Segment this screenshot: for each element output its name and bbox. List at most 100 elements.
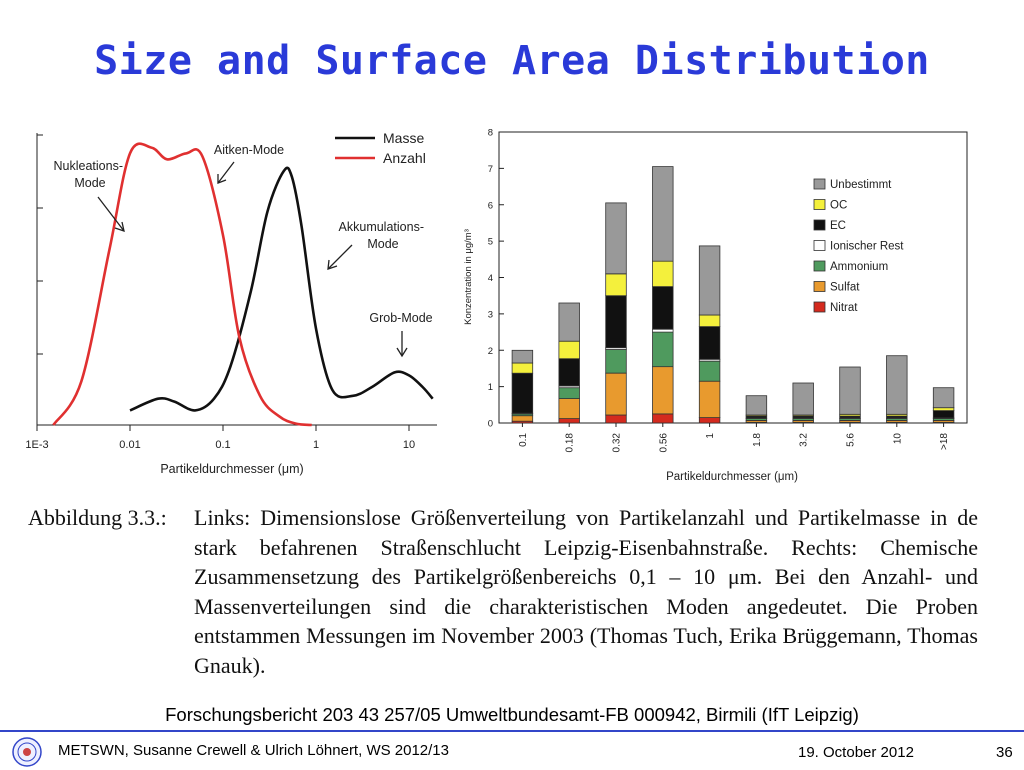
right-y-tick-label: 8	[488, 128, 493, 139]
caption-text: Links: Dimensionslose Größenverteilung v…	[194, 505, 978, 678]
annotation-aitken: Aitken-Mode	[214, 143, 284, 157]
legend-swatch-nitrat	[813, 301, 826, 313]
footer-page-number: 36	[996, 744, 1013, 761]
bar-segment-oc	[932, 407, 955, 412]
series-line-anzahl	[52, 142, 312, 427]
legend-label-anzahl: Anzahl	[383, 150, 426, 166]
bar-segment-ec	[511, 372, 534, 414]
bar-segment-oc	[511, 362, 534, 374]
right-x-tick-label: 0.56	[658, 433, 669, 453]
right-legend: Unbestimmt OC EC Ionischer Rest Ammonium Sulf…	[813, 178, 904, 314]
right-y-tick-label: 2	[488, 346, 493, 357]
legend-swatch-ammonium	[813, 260, 826, 272]
bar-segment-unbestimmt	[932, 387, 955, 409]
annotation-nukleations: Nukleations- Mode	[54, 159, 127, 190]
legend-label-unbestimmt: Unbestimmt	[830, 179, 892, 191]
right-y-tick-label: 4	[488, 273, 493, 284]
footer-authors: METSWN, Susanne Crewell & Ulrich Löhnert…	[58, 742, 449, 759]
right-x-tick-label: 10	[892, 433, 903, 445]
right-x-tick-label: 1.8	[752, 433, 763, 447]
legend-label-sulfat: Sulfat	[830, 282, 860, 294]
bar-segment-unbestimmt	[652, 166, 674, 262]
legend-swatch-unbestimmt	[813, 178, 826, 190]
bar-segment-ec	[558, 358, 580, 387]
legend-label-nitrat: Nitrat	[830, 302, 858, 314]
slide-title: Size and Surface Area Distribution	[94, 38, 930, 84]
annotation-grob: Grob-Mode	[369, 311, 432, 325]
bar-segment-nitrat	[558, 418, 580, 424]
left-x-tick-label: 1E-3	[25, 439, 48, 451]
bar-segment-ammonium	[698, 360, 721, 382]
bar-segment-ammonium	[605, 349, 627, 374]
right-y-ticks: 0 1 2 3 4 5 6 7 8	[488, 128, 504, 430]
bar-segment-ec	[698, 326, 721, 360]
slide-footer: METSWN, Susanne Crewell & Ulrich Löhnert…	[0, 730, 1024, 770]
source-citation: Forschungsbericht 203 43 257/05 Umweltbu…	[165, 704, 859, 725]
bar-segment-oc	[698, 314, 721, 328]
legend-swatch-ionischer-rest	[813, 240, 826, 251]
left-legend: Masse Anzahl	[335, 130, 426, 166]
left-annotations: Nukleations- Mode Aitken-Mode Akkumulati…	[54, 143, 433, 358]
left-chart: 1E-3 0.01 0.1 1 10 Partikeldurchmesser (μm) …	[25, 130, 437, 476]
bar-segment-unbestimmt	[511, 349, 534, 364]
bar-segment-sulfat	[652, 366, 674, 415]
right-x-tick-label: 0.1	[518, 433, 529, 447]
legend-swatch-sulfat	[813, 281, 826, 292]
figure-caption: Abbildung 3.3.: Links: Dimensionslose Gr…	[28, 503, 978, 680]
right-y-tick-label: 6	[488, 200, 493, 211]
bar-segment-nitrat	[605, 414, 627, 424]
annotation-akkumulations: Akkumulations- Mode	[339, 220, 428, 251]
legend-label-masse: Masse	[383, 130, 424, 146]
bar-segment-ec	[932, 410, 955, 419]
bar-segment-unbestimmt	[698, 245, 721, 316]
right-y-tick-label: 7	[488, 164, 493, 175]
bar-segment-unbestimmt	[792, 382, 814, 416]
right-x-tick-label: 0.32	[612, 433, 623, 453]
legend-swatch-oc	[813, 199, 826, 210]
right-y-axis-label: Konzentration in μg/m³	[463, 229, 474, 325]
bar-segment-sulfat	[558, 398, 580, 420]
bar-segment-nitrat	[652, 413, 674, 424]
university-seal-icon	[12, 737, 42, 767]
bar-segment-ec	[605, 295, 627, 349]
right-x-ticks: 0.1 0.18 0.32 0.56 1 1.8 3.2 5.6 10 >18	[518, 423, 950, 452]
left-x-axis-label: Partikeldurchmesser (μm)	[160, 462, 303, 476]
charts-canvas: 1E-3 0.01 0.1 1 10 Partikeldurchmesser (μm) …	[25, 128, 968, 483]
left-x-tick-label: 10	[403, 439, 415, 451]
bar-segment-unbestimmt	[745, 395, 768, 416]
left-y-ticks	[37, 134, 43, 355]
bar-segment-unbestimmt	[886, 355, 908, 415]
right-x-tick-label: 3.2	[799, 433, 810, 447]
legend-label-ionischer-rest: Ionischer Rest	[830, 241, 904, 253]
annotation-arrows	[97, 161, 408, 358]
bar-segment-sulfat	[511, 415, 534, 422]
bar-segment-ammonium	[652, 331, 674, 368]
left-x-tick-label: 1	[313, 439, 319, 451]
right-x-axis-label: Partikeldurchmesser (μm)	[666, 471, 798, 483]
bar-segment-ionischer-rest	[652, 328, 674, 333]
right-chart: 0 1 2 3 4 5 6 7 8 0.1 0.18 0.32 0.56 1 1.8 3.2 5.6 10 >18…	[463, 128, 968, 483]
bar-segment-unbestimmt	[558, 302, 580, 342]
caption-lead: Abbildung 3.3.:	[28, 505, 167, 530]
right-y-tick-label: 1	[488, 382, 493, 393]
bar-segment-sulfat	[698, 380, 721, 419]
left-x-tick-label: 0.01	[119, 439, 140, 451]
bar-segment-oc	[605, 273, 627, 297]
legend-label-ec: EC	[830, 220, 846, 232]
right-bars	[511, 166, 955, 424]
bar-segment-oc	[652, 260, 674, 288]
footer-date: 19. October 2012	[798, 744, 914, 761]
bar-segment-unbestimmt	[839, 366, 861, 415]
bar-segment-nitrat	[698, 417, 721, 424]
left-x-ticks: 1E-3 0.01 0.1 1 10	[25, 425, 415, 451]
right-y-tick-label: 0	[488, 419, 493, 430]
left-series	[52, 142, 434, 427]
series-line-masse	[129, 166, 434, 412]
right-x-tick-label: >18	[939, 433, 950, 450]
right-y-tick-label: 5	[488, 237, 493, 248]
left-x-tick-label: 0.1	[215, 439, 230, 451]
bar-segment-ammonium	[558, 387, 580, 400]
legend-swatch-ec	[813, 219, 826, 231]
right-x-tick-label: 1	[705, 433, 716, 439]
legend-label-oc: OC	[830, 200, 847, 212]
